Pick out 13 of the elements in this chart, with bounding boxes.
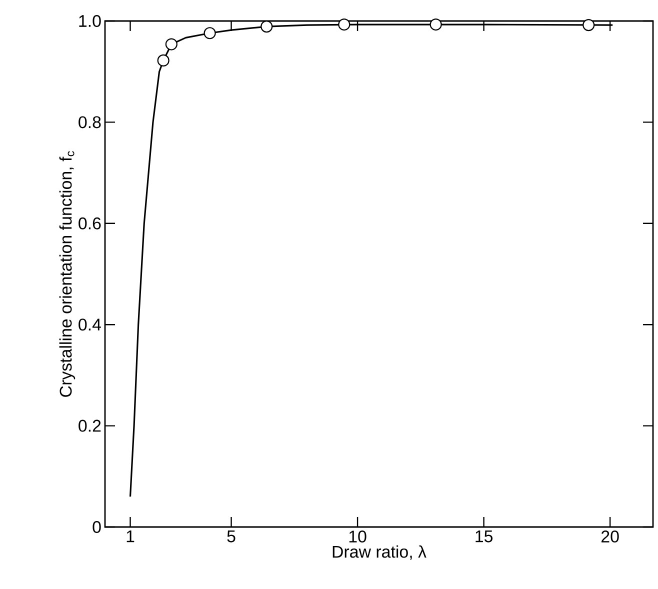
x-tick-label: 5 xyxy=(227,530,236,542)
y-axis-title: Crystalline orientation function, f$_{c}$ xyxy=(59,151,76,397)
y-tick-label: 0.4 xyxy=(78,318,101,331)
x-tick-label: 1 xyxy=(126,530,134,542)
x-tick-label: 20 xyxy=(602,530,619,543)
y-tick-label: 0.8 xyxy=(78,116,101,128)
y-tick-label: 0.2 xyxy=(78,420,101,432)
x-axis-title: Draw ratio, λ xyxy=(332,545,426,560)
x-tick-label: 15 xyxy=(476,530,493,542)
y-tick-label: 0.6 xyxy=(78,217,101,230)
x-tick-label: 10 xyxy=(349,530,366,543)
y-tick-label: 0 xyxy=(92,521,101,533)
y-tick-label: 1.0 xyxy=(79,14,101,27)
